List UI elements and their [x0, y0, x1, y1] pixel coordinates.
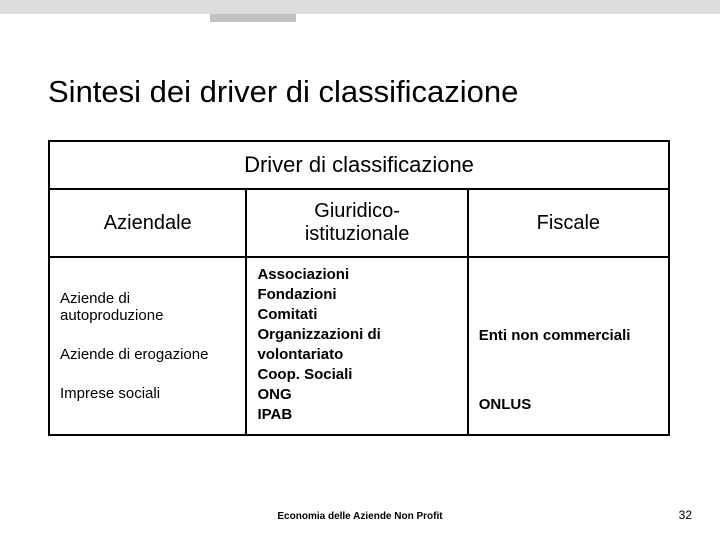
table-header-row-1: Driver di classificazione	[49, 141, 669, 189]
text-line: ONLUS	[479, 396, 660, 413]
cell-giuridico: Associazioni Fondazioni Comitati Organiz…	[246, 257, 467, 435]
text-line: Organizzazioni di	[257, 326, 458, 343]
text-line: Aziende di	[60, 290, 237, 307]
text-line: Fondazioni	[257, 286, 458, 303]
column-header-fiscale: Fiscale	[468, 189, 669, 257]
column-header-giuridico: Giuridico- istituzionale	[246, 189, 467, 257]
slide: Sintesi dei driver di classificazione Dr…	[0, 0, 720, 540]
top-bar-accent	[210, 14, 296, 22]
text-line: Enti non commerciali	[479, 327, 660, 344]
footer-text: Economia delle Aziende Non Profit	[0, 511, 720, 522]
table-body-row: Aziende di autoproduzione Aziende di ero…	[49, 257, 669, 435]
text-line: Coop. Sociali	[257, 366, 458, 383]
table-title-cell: Driver di classificazione	[49, 141, 669, 189]
top-bar	[0, 0, 720, 14]
text-line: IPAB	[257, 406, 458, 423]
aziendale-item: Imprese sociali	[60, 385, 237, 402]
column-header-giuridico-line1: Giuridico-	[253, 200, 460, 223]
text-line: Comitati	[257, 306, 458, 323]
text-line: ONG	[257, 386, 458, 403]
table-header-row-2: Aziendale Giuridico- istituzionale Fisca…	[49, 189, 669, 257]
text-span: Organizzazioni di	[257, 326, 380, 343]
page-number: 32	[679, 508, 692, 522]
aziendale-item: Aziende di autoproduzione	[60, 290, 237, 324]
text-line: autoproduzione	[60, 307, 237, 324]
cell-fiscale: Enti non commerciali ONLUS	[468, 257, 669, 435]
cell-aziendale: Aziende di autoproduzione Aziende di ero…	[49, 257, 246, 435]
column-header-aziendale: Aziendale	[49, 189, 246, 257]
column-header-giuridico-line2: istituzionale	[253, 223, 460, 246]
aziendale-item: Aziende di erogazione	[60, 346, 237, 363]
text-line: volontariato	[257, 346, 458, 363]
slide-title: Sintesi dei driver di classificazione	[48, 74, 518, 110]
classification-table: Driver di classificazione Aziendale Giur…	[48, 140, 670, 436]
text-line: Associazioni	[257, 266, 458, 283]
